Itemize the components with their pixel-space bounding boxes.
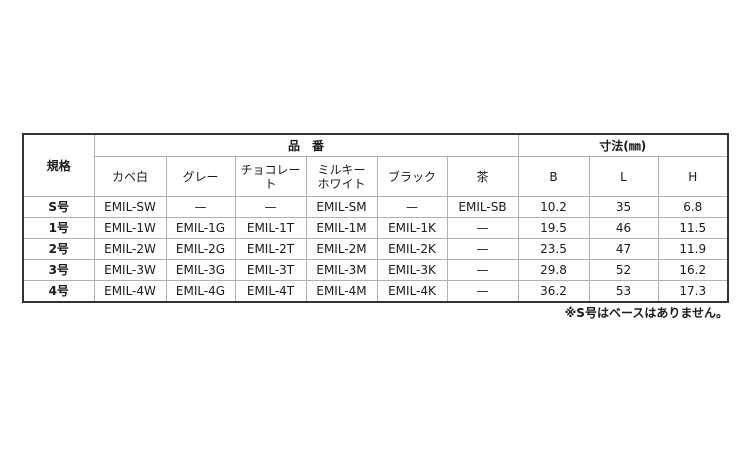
color-column-header: カベ白 [93, 156, 167, 197]
part-number-cell: EMIL-1T [234, 217, 307, 239]
part-number-cell: EMIL-4W [93, 280, 167, 303]
dimension-cell: 35 [588, 196, 659, 218]
part-number-cell: EMIL-1K [376, 217, 448, 239]
dimension-cell: 6.8 [657, 196, 729, 218]
part-number-cell: EMIL-1G [165, 217, 236, 239]
part-number-cell: EMIL-3M [305, 259, 378, 281]
part-number-cell: EMIL-2W [93, 238, 167, 260]
part-number-cell: — [376, 196, 448, 218]
color-column-header: ブラック [376, 156, 448, 197]
dimension-group-header: 寸法(㎜) [517, 133, 729, 157]
part-number-cell: EMIL-4M [305, 280, 378, 303]
dimension-cell: 16.2 [657, 259, 729, 281]
part-number-cell: EMIL-1W [93, 217, 167, 239]
part-number-cell: EMIL-3K [376, 259, 448, 281]
part-number-cell: EMIL-SW [93, 196, 167, 218]
size-cell: 1号 [22, 217, 95, 239]
dimension-cell: 36.2 [517, 280, 590, 303]
table-row: 4号 EMIL-4W EMIL-4G EMIL-4T EMIL-4M EMIL-4K —36… [22, 280, 729, 303]
footnote: ※S号はベースはありません。 [564, 306, 728, 320]
part-number-cell: — [446, 217, 519, 239]
part-number-cell: EMIL-1M [305, 217, 378, 239]
dimension-cell: 11.5 [657, 217, 729, 239]
dimension-cell: 17.3 [657, 280, 729, 303]
table-row: 1号 EMIL-1W EMIL-1G EMIL-1T EMIL-1M EMIL-1K —19… [22, 217, 729, 239]
part-number-cell: EMIL-4T [234, 280, 307, 303]
part-number-cell: EMIL-2K [376, 238, 448, 260]
part-number-group-header: 品 番 [93, 133, 519, 157]
size-cell: 2号 [22, 238, 95, 260]
dimension-cell: 47 [588, 238, 659, 260]
dimension-cell: 11.9 [657, 238, 729, 260]
dimension-cell: 10.2 [517, 196, 590, 218]
dimension-cell: 23.5 [517, 238, 590, 260]
spec-table: 規格 品 番 寸法(㎜) カベ白 グレー チョコレート ミルキー ホワイト ブラック茶 B… [22, 133, 729, 303]
part-number-cell: — [165, 196, 236, 218]
part-number-cell: EMIL-SB [446, 196, 519, 218]
dimension-cell: 52 [588, 259, 659, 281]
size-cell: 3号 [22, 259, 95, 281]
dimension-cell: 19.5 [517, 217, 590, 239]
dimension-cell: 46 [588, 217, 659, 239]
dimension-column-header: H [657, 156, 729, 197]
part-number-cell: EMIL-2M [305, 238, 378, 260]
part-number-cell: EMIL-SM [305, 196, 378, 218]
part-number-cell: EMIL-3W [93, 259, 167, 281]
dimension-column-header: B [517, 156, 590, 197]
part-number-cell: — [234, 196, 307, 218]
part-number-cell: EMIL-3T [234, 259, 307, 281]
part-number-cell: EMIL-2G [165, 238, 236, 260]
part-number-cell: — [446, 259, 519, 281]
part-number-cell: EMIL-4K [376, 280, 448, 303]
table-row: 3号 EMIL-3W EMIL-3G EMIL-3T EMIL-3M EMIL-3K —29… [22, 259, 729, 281]
color-column-header: ミルキー ホワイト [305, 156, 378, 197]
size-cell: 4号 [22, 280, 95, 303]
part-number-cell: EMIL-2T [234, 238, 307, 260]
dimension-column-header: L [588, 156, 659, 197]
dimension-cell: 53 [588, 280, 659, 303]
color-column-header: グレー [165, 156, 236, 197]
part-number-cell: EMIL-4G [165, 280, 236, 303]
color-column-header: 茶 [446, 156, 519, 197]
color-column-header: チョコレート [234, 156, 307, 197]
size-cell: S号 [22, 196, 95, 218]
part-number-cell: — [446, 238, 519, 260]
part-number-cell: EMIL-3G [165, 259, 236, 281]
part-number-cell: — [446, 280, 519, 303]
dimension-cell: 29.8 [517, 259, 590, 281]
table-row: S号 EMIL-SW — — EMIL-SM — EMIL-SB 10.2 35 6.8 [22, 196, 729, 218]
table-row: 2号 EMIL-2W EMIL-2G EMIL-2T EMIL-2M EMIL-2K —23… [22, 238, 729, 260]
size-header: 規格 [22, 133, 95, 197]
